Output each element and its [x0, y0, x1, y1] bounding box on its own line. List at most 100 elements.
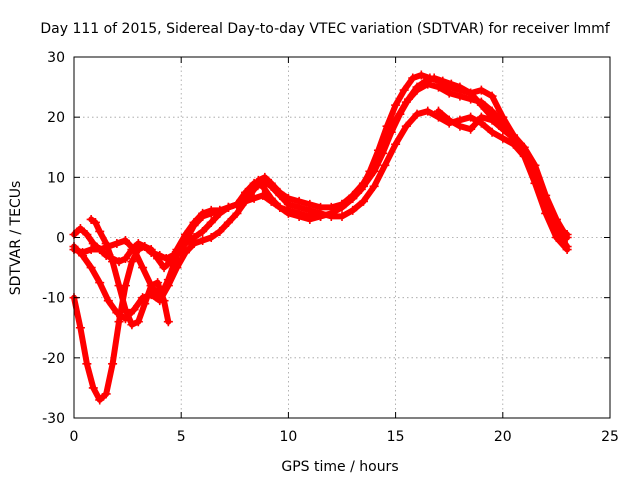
data-point — [198, 208, 208, 218]
data-point — [159, 296, 169, 306]
data-point — [198, 226, 208, 236]
series-trace — [71, 72, 571, 265]
data-point — [112, 308, 122, 318]
data-point — [258, 190, 268, 200]
data-point — [358, 196, 368, 206]
data-point — [232, 208, 242, 218]
data-point — [487, 115, 497, 125]
data-point — [294, 202, 304, 212]
data-point — [283, 199, 293, 209]
data-point — [423, 79, 433, 89]
y-tick-label: -30 — [42, 411, 65, 427]
data-point — [138, 263, 148, 273]
data-point — [108, 257, 118, 267]
data-point — [88, 383, 98, 393]
data-point — [82, 229, 92, 239]
data-point — [114, 281, 124, 291]
data-point — [455, 82, 465, 92]
y-tick-label: -20 — [42, 351, 65, 367]
data-point — [101, 389, 111, 399]
data-point — [189, 217, 199, 227]
data-point — [401, 121, 411, 131]
data-point — [172, 251, 182, 261]
data-point — [455, 121, 465, 131]
data-point — [509, 139, 519, 149]
data-point — [95, 278, 105, 288]
data-point — [446, 79, 456, 89]
data-point — [198, 236, 208, 246]
series-pass-4 — [69, 106, 572, 324]
data-point — [438, 76, 448, 86]
x-tick-label: 5 — [177, 429, 186, 445]
data-point — [401, 97, 411, 107]
data-point — [95, 226, 105, 236]
data-point — [241, 196, 251, 206]
data-point — [305, 205, 315, 215]
data-point — [337, 211, 347, 221]
data-point — [114, 317, 124, 327]
y-tick-label: 30 — [47, 50, 65, 66]
data-point — [127, 257, 137, 267]
data-point — [146, 245, 156, 255]
data-point — [476, 112, 486, 122]
x-axis-label: GPS time / hours — [281, 459, 398, 475]
data-point — [140, 242, 150, 252]
chart-title: Day 111 of 2015, Sidereal Day-to-day VTE… — [40, 21, 610, 37]
data-point — [223, 217, 233, 227]
data-point — [455, 91, 465, 101]
data-point — [466, 112, 476, 122]
data-point — [498, 133, 508, 143]
data-point — [412, 85, 422, 95]
data-point — [75, 323, 85, 333]
data-point — [530, 178, 540, 188]
data-point — [416, 70, 426, 80]
data-point — [433, 82, 443, 92]
data-point — [487, 91, 497, 101]
data-point — [408, 73, 418, 83]
data-point — [206, 233, 216, 242]
data-point — [294, 211, 304, 221]
data-point — [206, 217, 216, 227]
data-point — [380, 136, 390, 146]
data-point — [509, 130, 519, 140]
data-point — [163, 317, 173, 327]
data-point — [172, 263, 182, 273]
x-tick-label: 20 — [494, 429, 512, 445]
data-point — [215, 208, 225, 218]
data-point — [223, 202, 233, 212]
data-point — [476, 85, 486, 95]
data-point — [146, 281, 156, 291]
data-point — [120, 305, 130, 315]
y-tick-label: -10 — [42, 291, 65, 307]
data-point — [249, 184, 259, 194]
x-tick-label: 25 — [601, 429, 619, 445]
series-pass-6 — [433, 106, 508, 134]
data-point — [337, 199, 347, 209]
data-point — [120, 254, 130, 264]
data-point — [562, 229, 572, 239]
data-point — [326, 211, 336, 221]
data-point — [476, 97, 486, 107]
data-series — [69, 70, 572, 405]
data-point — [129, 305, 139, 315]
data-point — [348, 205, 358, 215]
data-point — [95, 395, 105, 405]
data-point — [120, 236, 130, 246]
data-point — [189, 239, 199, 249]
data-point — [433, 106, 443, 116]
data-point — [90, 217, 100, 227]
data-point — [348, 190, 358, 200]
data-point — [429, 73, 439, 83]
y-tick-label: 20 — [47, 110, 65, 126]
data-point — [487, 106, 497, 116]
data-point — [423, 106, 433, 116]
data-point — [519, 151, 529, 161]
series-pass-5 — [86, 214, 173, 330]
series-trace — [71, 75, 571, 403]
data-point — [487, 127, 497, 137]
data-point — [86, 263, 96, 273]
data-point — [275, 190, 285, 200]
data-point — [391, 115, 401, 125]
y-tick-label: 10 — [47, 170, 65, 186]
